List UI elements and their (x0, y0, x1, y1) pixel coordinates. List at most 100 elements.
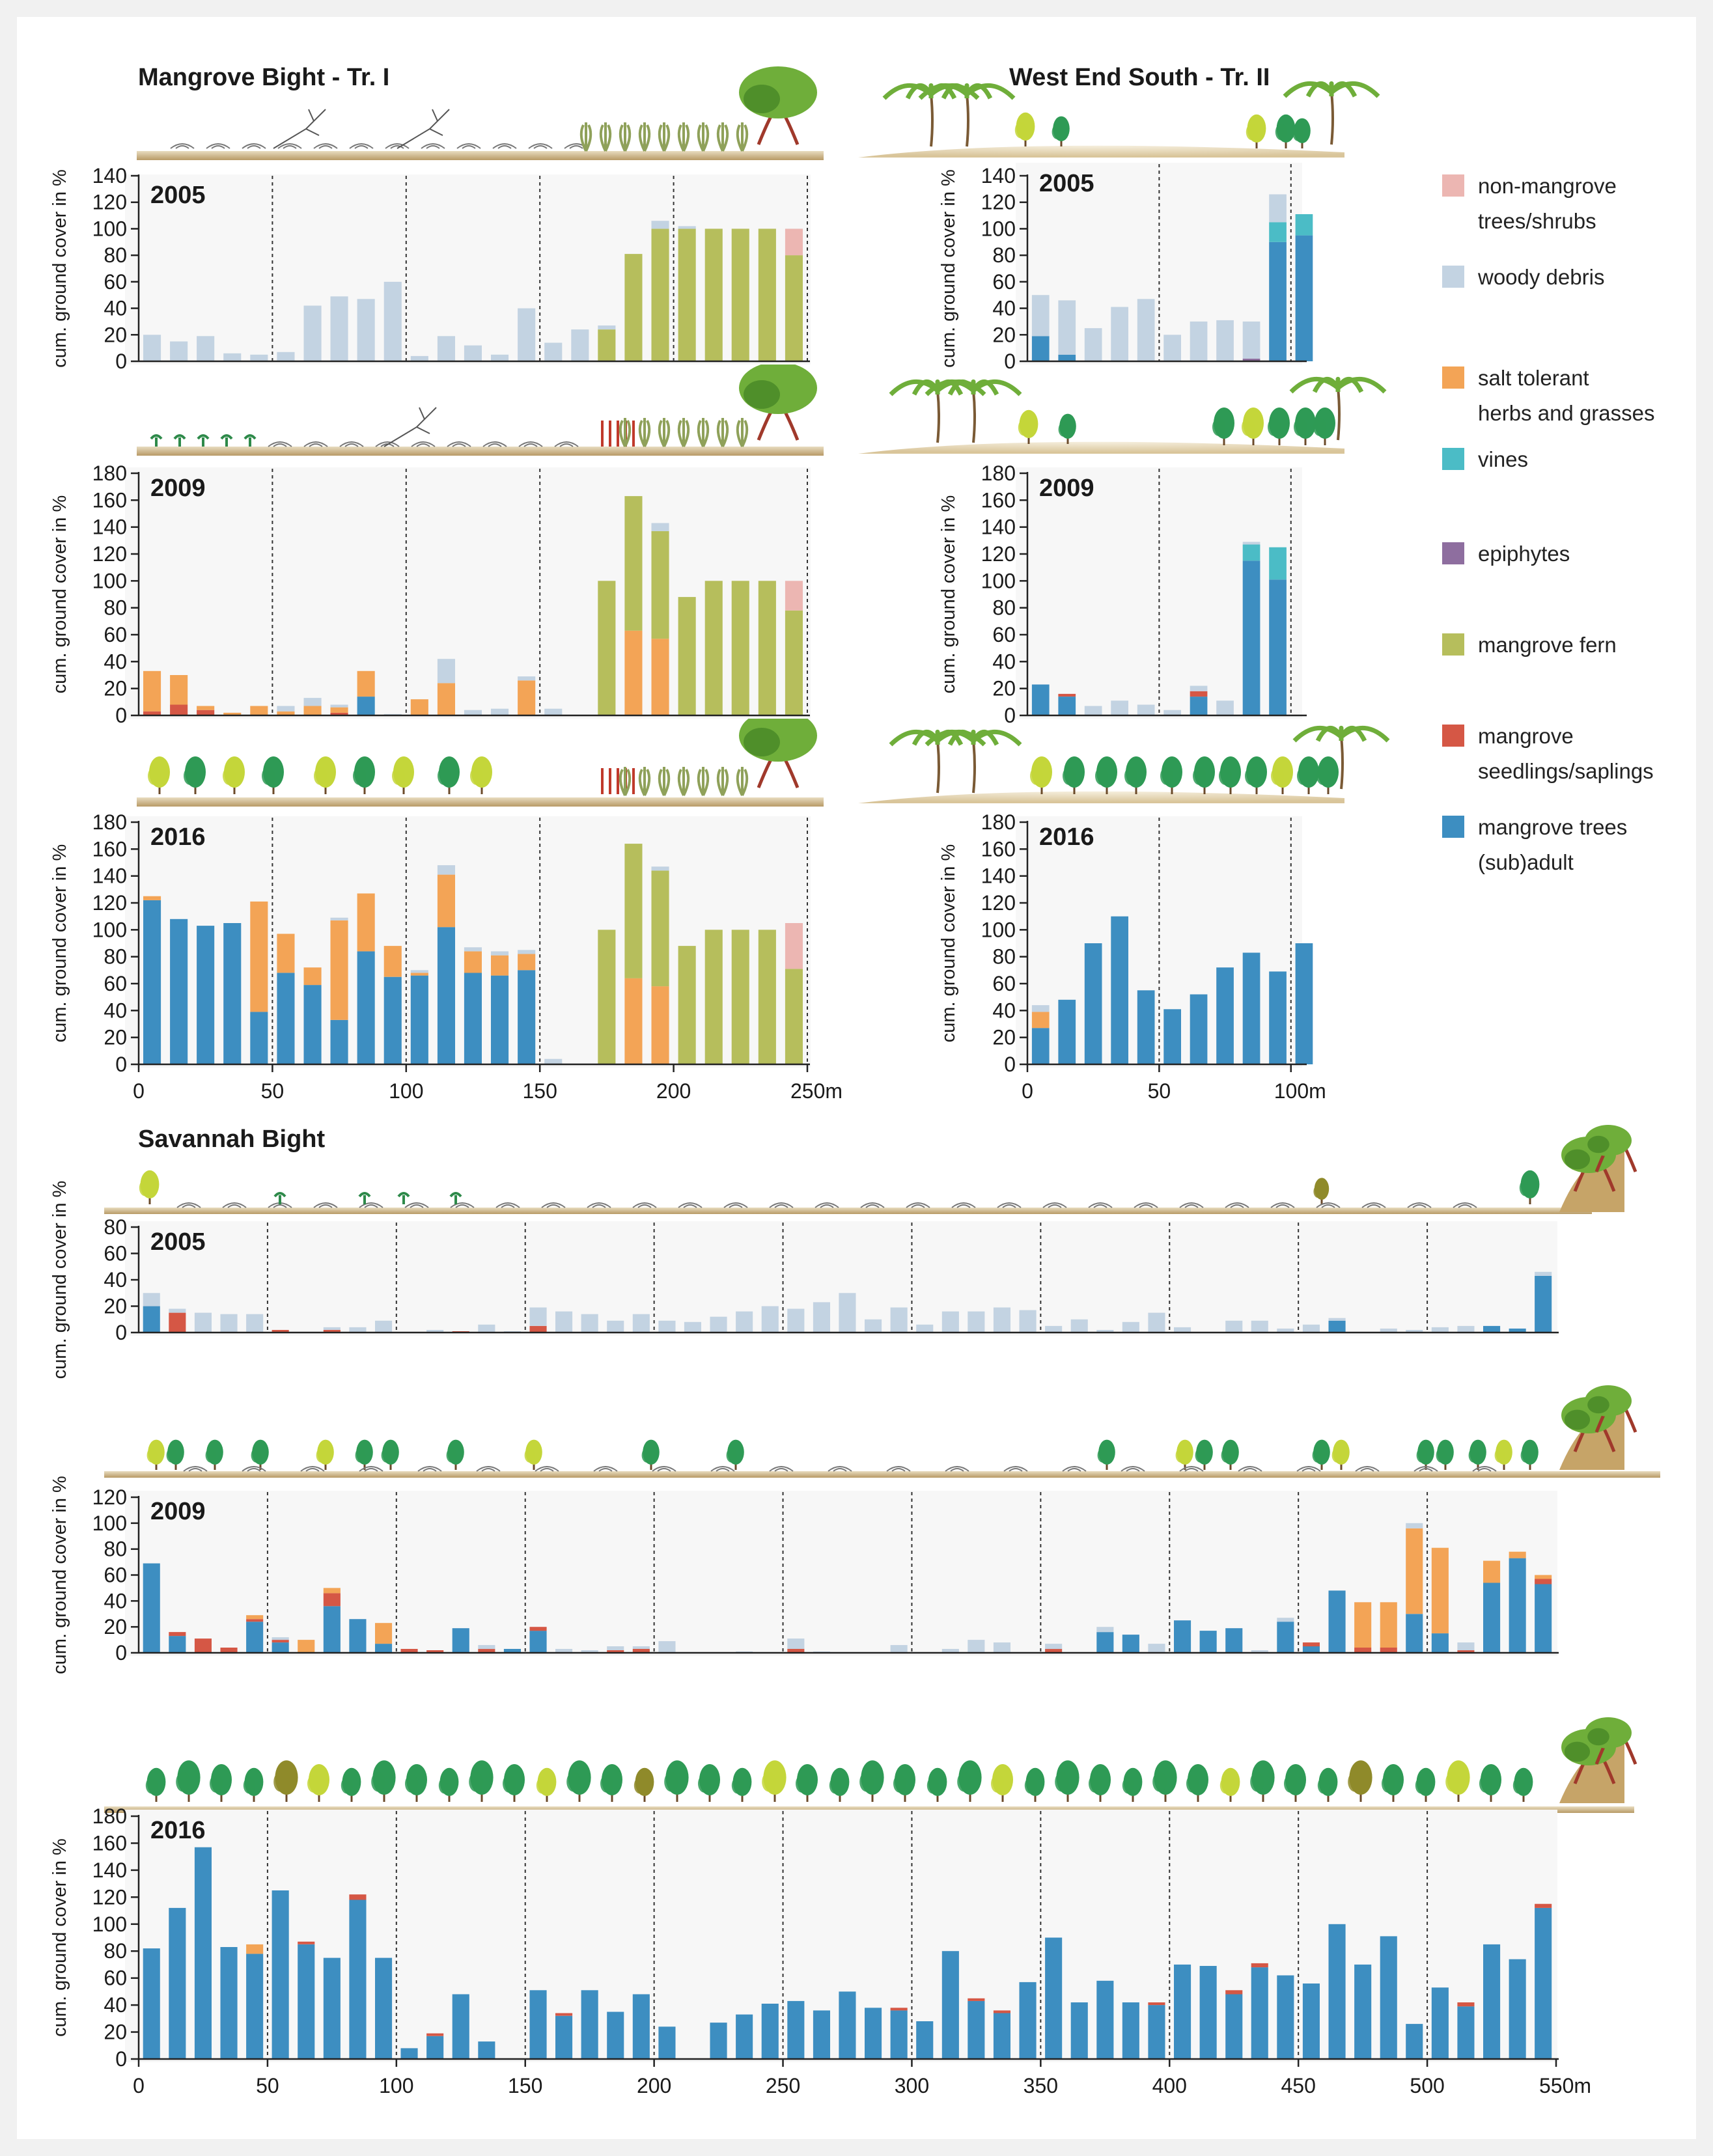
bar-mb2016-205-mangrove_fern (678, 946, 696, 1064)
vegetation-profiles (104, 66, 1660, 1813)
bar-sb2005-265-woody_debris (813, 1302, 830, 1333)
bar-sb2009-135-seedlings (478, 1649, 495, 1653)
bar-mb2009-25-seedlings (197, 710, 215, 715)
shrub-icon (503, 1764, 525, 1802)
bar-mb2016-195-mangrove_fern (651, 870, 669, 987)
root-icon (535, 1466, 559, 1472)
bar-mb2016-115-trees (437, 927, 455, 1064)
shrub-icon (1055, 1760, 1079, 1802)
bar-mb2005-35-woody_debris (223, 353, 242, 361)
shrub-icon (166, 1439, 184, 1470)
bar-wes2016-25-trees (1084, 943, 1102, 1064)
shrub-icon (566, 1760, 591, 1802)
x-tick-label: 350 (1024, 2074, 1058, 2097)
y-axis-title: cum. ground cover in % (938, 495, 959, 694)
bar-sb2005-195-woody_debris (632, 1314, 650, 1333)
root-icon (1179, 1202, 1204, 1208)
legend-label-line2: (sub)adult (1478, 850, 1574, 874)
bar-mb2005-25-woody_debris (197, 336, 215, 361)
root-icon (769, 1202, 794, 1208)
bar-wes2009-95-trees (1269, 579, 1287, 715)
bar-sb2005-185-woody_debris (607, 1320, 624, 1333)
year-label: 2009 (150, 475, 206, 502)
bar-sb2005-45-woody_debris (246, 1314, 264, 1333)
shrub-icon (438, 756, 460, 794)
y-tick-label: 40 (104, 1268, 127, 1292)
y-tick-label: 20 (104, 323, 127, 346)
shrub-icon (859, 1760, 884, 1802)
bar-sb2009-95-salt_tolerant (375, 1623, 393, 1644)
bar-sb2009-545-salt_tolerant (1535, 1575, 1552, 1579)
shrub-icon (1297, 756, 1319, 794)
root-icon (541, 1202, 566, 1208)
y-tick-label: 80 (992, 243, 1016, 267)
root-icon (1407, 1202, 1432, 1208)
bar-mb2016-145-woody_debris (518, 950, 536, 954)
y-tick-label: 120 (92, 542, 127, 566)
bar-sb2005-395-woody_debris (1148, 1312, 1165, 1333)
root-icon (206, 143, 230, 149)
seedling-icon (449, 1192, 462, 1204)
bar-mb2009-75-salt_tolerant (330, 707, 348, 713)
bar-mb2009-75-seedlings (330, 712, 348, 715)
mangrove-tree-icon (739, 710, 817, 788)
shrub-icon (726, 1439, 744, 1470)
bar-wes2005-25-woody_debris (1084, 328, 1102, 361)
bar-sb2009-325-woody_debris (968, 1640, 985, 1653)
shrub-icon (698, 1764, 720, 1802)
bar-sb2016-175-trees (581, 1990, 598, 2059)
shrub-icon (1024, 1767, 1045, 1802)
shrub-icon (1245, 756, 1267, 794)
bar-sb2009-295-woody_debris (890, 1645, 908, 1653)
bar-sb2005-425-woody_debris (1225, 1320, 1243, 1333)
bar-sb2009-375-trees (1096, 1632, 1114, 1653)
root-icon (997, 1202, 1022, 1208)
y-tick-label: 180 (981, 810, 1016, 834)
shrub-icon (1250, 1760, 1275, 1802)
y-tick-label: 120 (92, 891, 127, 915)
bar-sb2016-425-seedlings (1225, 1990, 1243, 1995)
bar-wes2005-15-woody_debris (1058, 300, 1076, 355)
x-tick-label: 0 (133, 2074, 145, 2097)
bar-sb2016-15-trees (169, 1907, 186, 2059)
y-tick-label: 140 (92, 1859, 127, 1882)
bar-sb2016-45-salt_tolerant (246, 1944, 264, 1954)
bar-sb2016-65-seedlings (298, 1941, 315, 1944)
shrub-icon (1331, 1439, 1350, 1470)
bar-mb2009-235-mangrove_fern (758, 581, 776, 715)
root-icon (587, 1202, 611, 1208)
bar-sb2016-295-seedlings (890, 2008, 908, 2011)
root-icon (313, 1202, 338, 1208)
y-tick-label: 60 (104, 1242, 127, 1265)
bar-sb2009-25-seedlings (194, 1638, 212, 1653)
bar-sb2016-325-seedlings (968, 1998, 985, 2001)
y-tick-label: 60 (992, 270, 1016, 294)
bar-sb2016-295-trees (890, 2010, 908, 2059)
bar-sb2016-335-trees (993, 2013, 1010, 2059)
bar-mb2016-85-trees (357, 951, 375, 1064)
bar-sb2009-65-salt_tolerant (298, 1640, 315, 1653)
bar-mb2016-75-trees (330, 1019, 348, 1064)
y-tick-label: 100 (92, 569, 127, 592)
bar-mb2009-15-salt_tolerant (170, 675, 188, 705)
y-tick-label: 80 (104, 945, 127, 969)
bar-mb2016-75-salt_tolerant (330, 920, 348, 1020)
bar-mb2016-105-salt_tolerant (410, 973, 428, 976)
bar-mb2009-195-woody_debris (651, 523, 669, 531)
bar-mb2009-155-woody_debris (544, 708, 563, 715)
bar-sb2005-5-woody_debris (143, 1293, 160, 1306)
bar-mb2009-115-salt_tolerant (437, 683, 455, 715)
bar-sb2016-125-trees (452, 1994, 469, 2059)
bar-mb2005-215-mangrove_fern (704, 228, 723, 361)
bar-sb2016-475-trees (1354, 1964, 1372, 2059)
bar-sb2016-435-seedlings (1251, 1963, 1268, 1968)
seedling-icon (358, 1192, 371, 1204)
y-tick-label: 0 (115, 2047, 127, 2071)
bar-wes2009-65-trees (1190, 697, 1208, 715)
y-tick-label: 160 (981, 488, 1016, 512)
bar-sb2009-515-seedlings (1457, 1650, 1475, 1653)
y-tick-label: 80 (104, 596, 127, 620)
bar-mb2005-235-mangrove_fern (758, 228, 776, 361)
y-tick-label: 80 (104, 1538, 127, 1561)
bar-mb2009-45-salt_tolerant (250, 706, 268, 715)
